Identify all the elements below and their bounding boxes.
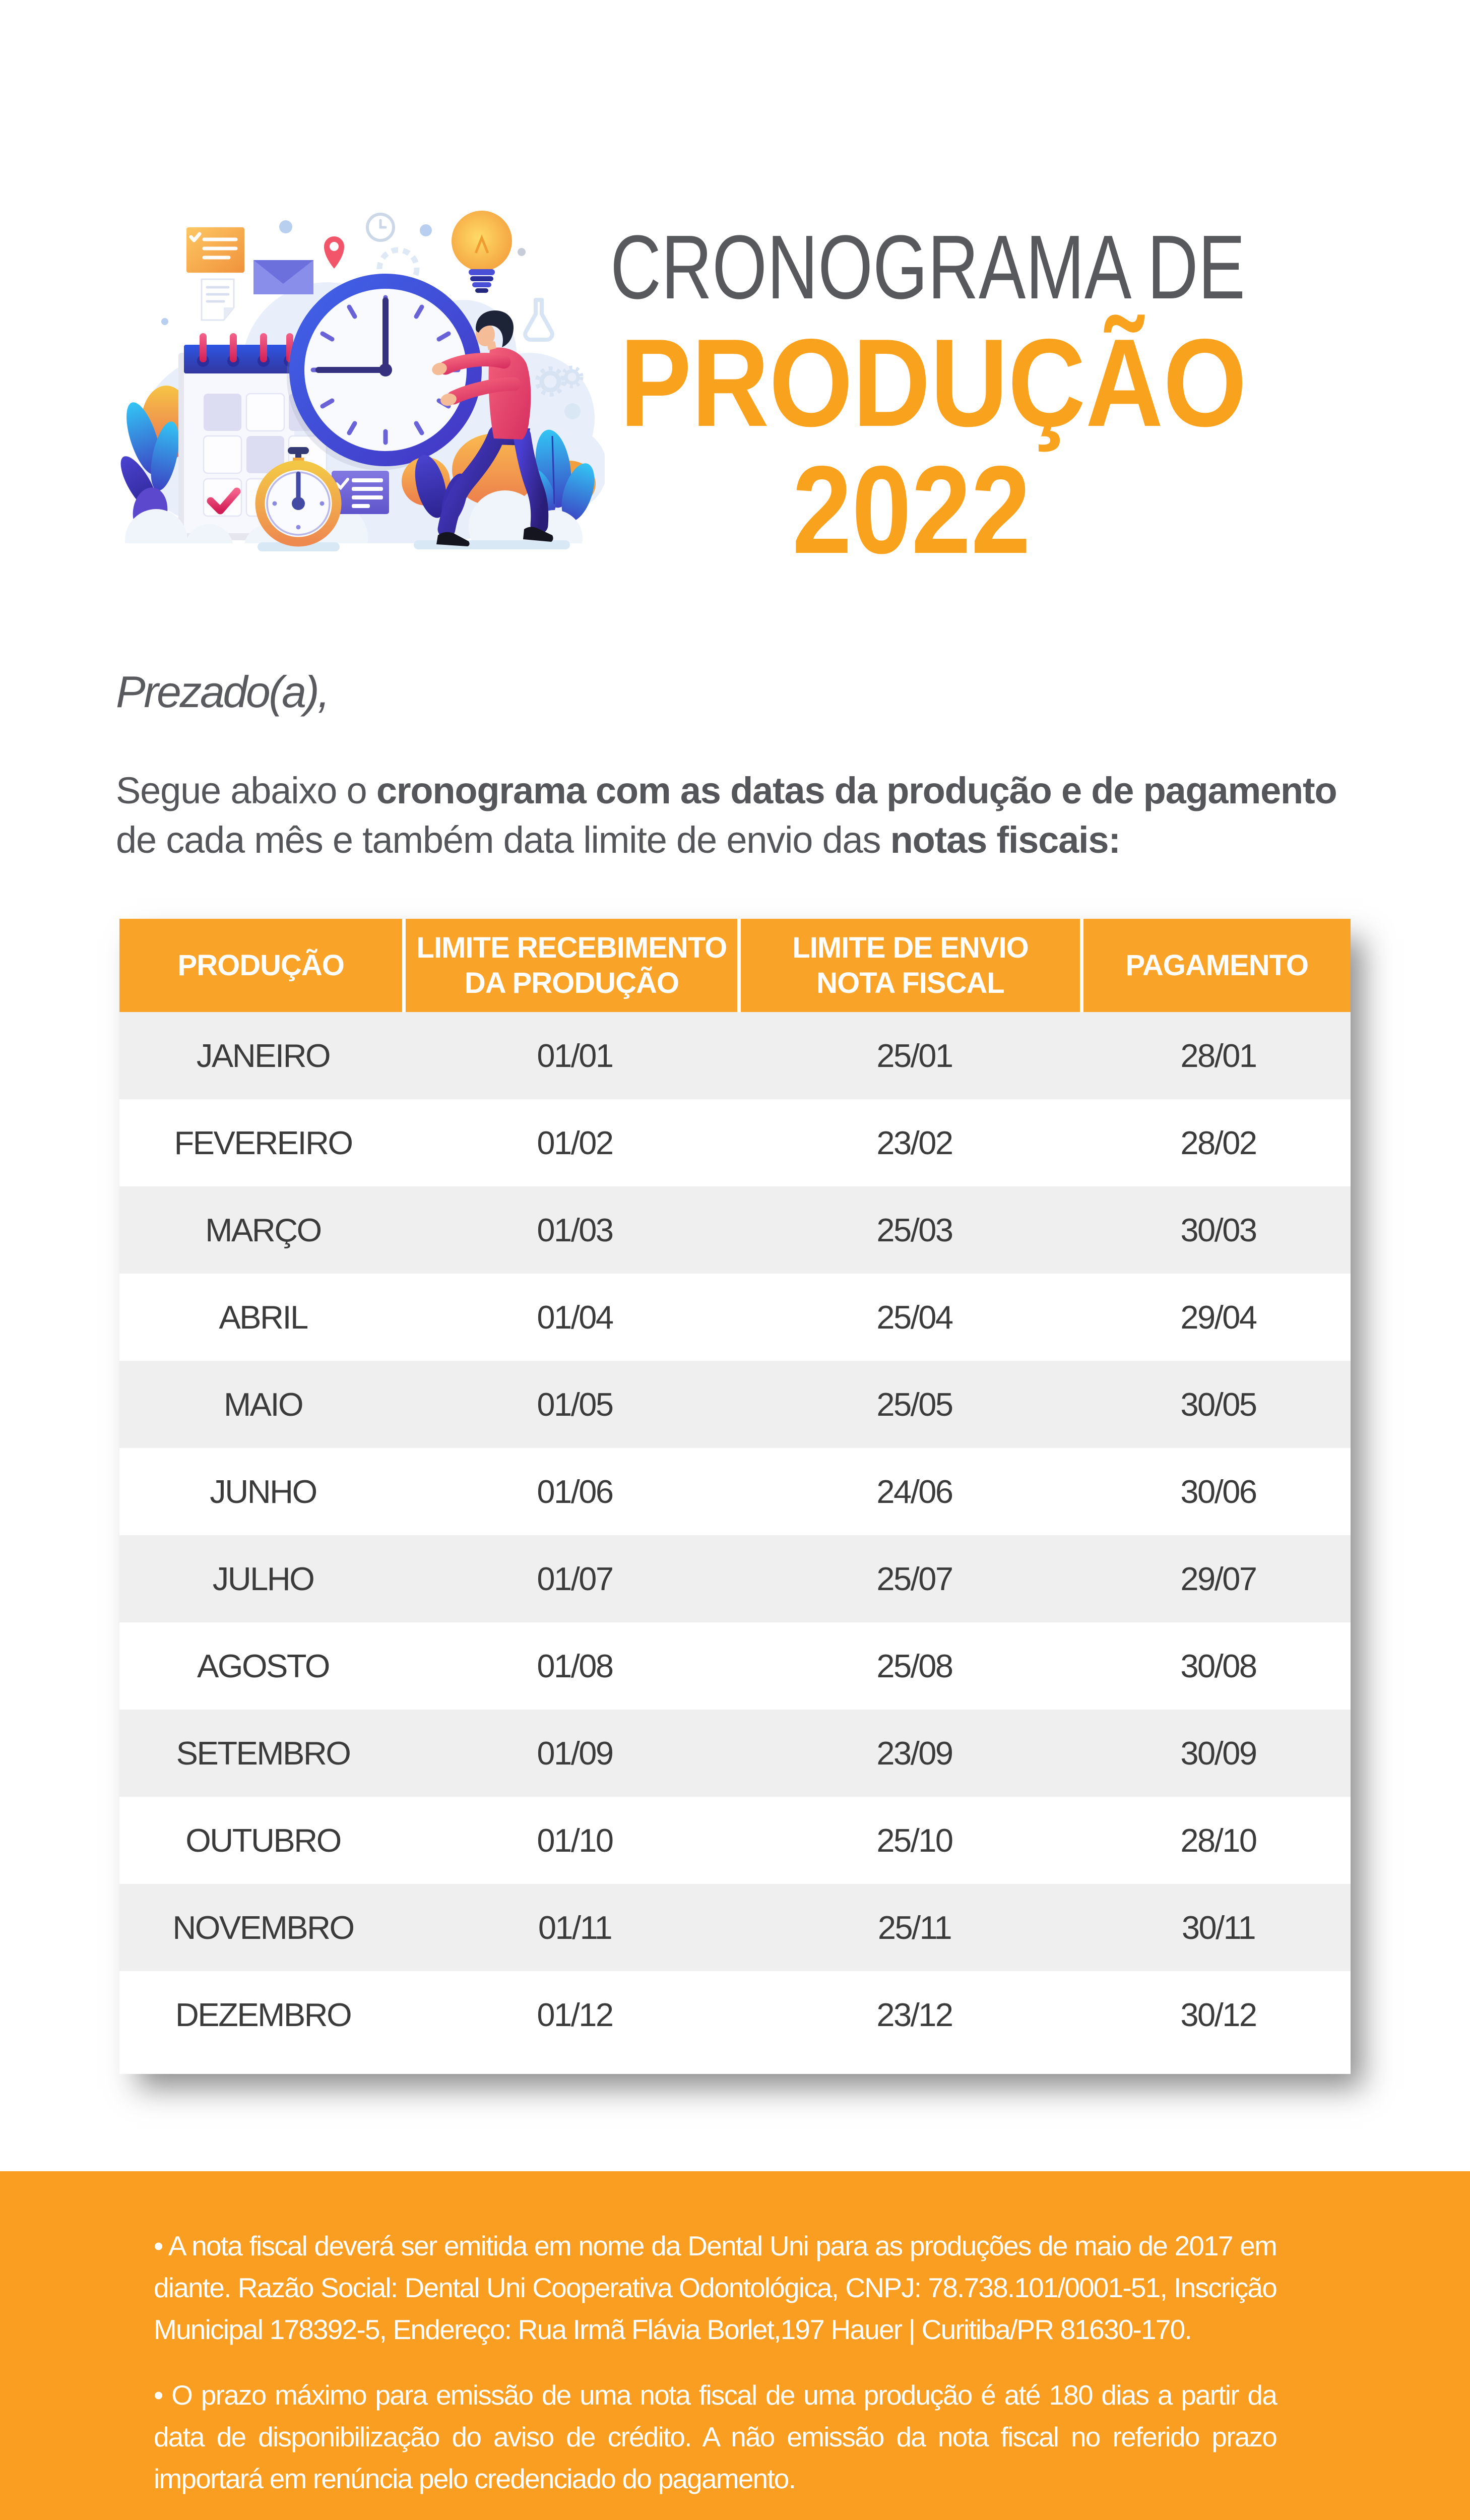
svg-text:2022: 2022: [792, 439, 1031, 575]
svg-text:CRONOGRAMA DE: CRONOGRAMA DE: [610, 217, 1245, 318]
svg-text:PRODUÇÃO: PRODUÇÃO: [620, 312, 1247, 453]
